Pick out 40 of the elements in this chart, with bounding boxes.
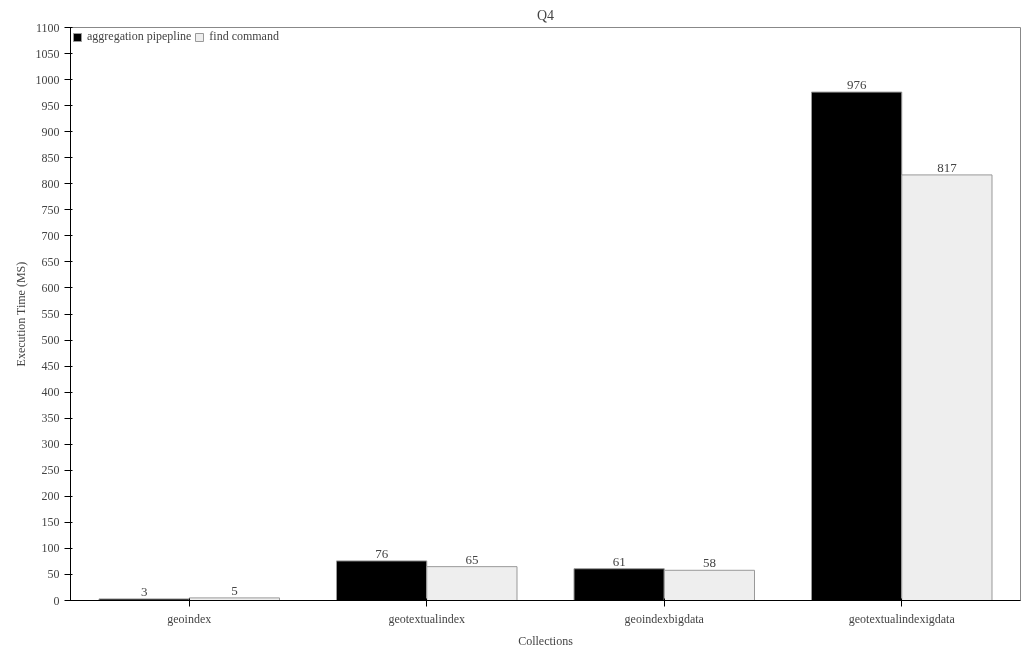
- x-tick-label: geotextualindex: [388, 611, 466, 626]
- y-tick-label: 100: [41, 541, 60, 556]
- y-tick-label: 950: [41, 98, 60, 113]
- legend-label: find command: [209, 29, 279, 44]
- y-tick-label: 1100: [35, 20, 60, 35]
- y-tick-label: 750: [41, 202, 60, 217]
- y-tick-label: 300: [41, 437, 60, 452]
- x-tick-label: geotextualindexigdata: [848, 611, 956, 626]
- y-tick-label: 1000: [35, 72, 60, 87]
- y-tick-label: 850: [41, 150, 60, 165]
- data-label: 817: [937, 159, 958, 175]
- x-axis-title: Collections: [518, 633, 574, 648]
- y-tick-label: 700: [41, 228, 60, 243]
- legend-label: aggregation pipepline: [87, 29, 192, 44]
- data-label: 58: [702, 555, 716, 571]
- y-tick-label: 350: [41, 411, 60, 426]
- y-tick-label: 250: [41, 463, 60, 478]
- y-tick-label: 1050: [35, 46, 60, 61]
- y-tick-label: 400: [41, 385, 60, 400]
- chart-title: Q4: [536, 7, 555, 23]
- y-tick-label: 0: [53, 593, 60, 608]
- x-tick-label: geoindexbigdata: [624, 611, 705, 626]
- y-tick-label: 500: [41, 333, 60, 348]
- y-tick-label: 650: [41, 254, 60, 269]
- y-tick-label: 550: [41, 307, 60, 321]
- y-axis-title: Execution Time (MS): [13, 261, 28, 367]
- data-label: 61: [612, 553, 626, 569]
- y-tick-label: 450: [41, 359, 60, 374]
- y-tick-label: 50: [47, 567, 60, 582]
- y-tick-label: 900: [41, 124, 60, 139]
- y-tick-label: 200: [41, 489, 60, 504]
- data-label: 65: [465, 551, 479, 567]
- x-tick-label: geoindex: [167, 611, 212, 626]
- y-tick-label: 150: [41, 515, 60, 530]
- y-tick-label: 600: [41, 280, 60, 295]
- data-label: 3: [140, 583, 148, 599]
- y-tick-label: 800: [41, 176, 60, 191]
- data-label: 5: [231, 582, 238, 598]
- data-label: 976: [846, 77, 867, 93]
- data-label: 76: [375, 545, 389, 561]
